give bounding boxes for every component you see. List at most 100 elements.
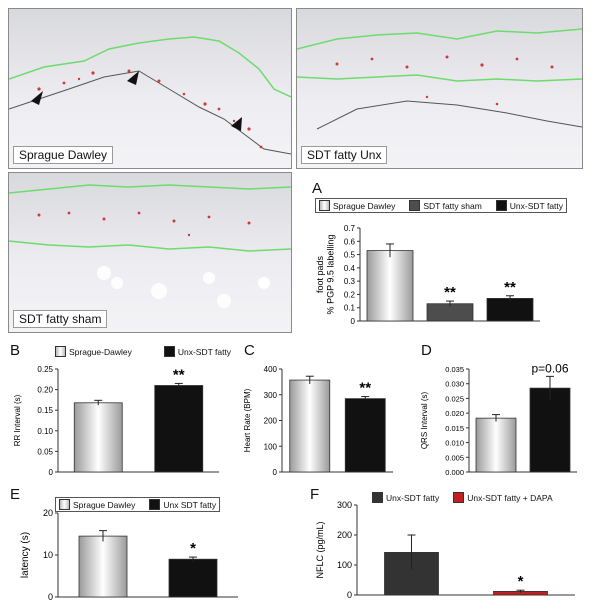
y-tick-label: 0.000: [445, 468, 464, 477]
micrograph-sprague-dawley: Sprague Dawley: [8, 8, 292, 169]
legend-label: Unx-SDT fatty: [509, 200, 564, 211]
y-axis-label: latency (s): [20, 532, 31, 578]
legend-item: Sprague Dawley: [319, 200, 395, 211]
y-axis-label-line: RR Interval (s): [13, 394, 22, 446]
significance-label: **: [359, 380, 371, 397]
significance-label: **: [504, 279, 516, 296]
y-tick-label: 400: [264, 365, 278, 374]
legend-swatch: [55, 346, 66, 357]
y-tick-label: 0.025: [445, 394, 464, 403]
significance-label: **: [173, 366, 185, 383]
y-tick-label: 0.25: [37, 365, 53, 374]
bar: [529, 387, 571, 473]
micrograph-label: Sprague Dawley: [13, 146, 114, 164]
bar: [289, 379, 331, 473]
legend-swatch: [372, 492, 383, 503]
y-tick-label: 100: [264, 442, 278, 451]
legend-label: Sprague Dawley: [333, 200, 396, 211]
legend-label: Sprague-Dawley: [69, 346, 132, 357]
legend-b: Sprague-Dawley Unx-SDT fatty: [55, 346, 245, 357]
y-tick-label: 0.5: [344, 251, 356, 260]
y-tick-label: 300: [264, 391, 278, 400]
y-tick-label: 0.2: [344, 290, 356, 299]
panel-letter-a: A: [312, 180, 323, 197]
y-tick-label: 0: [351, 317, 356, 326]
panel-letter-b: B: [10, 342, 21, 359]
legend-swatch: [59, 499, 70, 510]
y-axis-label: QRS Interval (s): [420, 391, 429, 449]
bar: [366, 250, 414, 322]
bar: [344, 398, 386, 473]
chart-c: 0 100 200 300 400 Heart Rate (BPM) **: [243, 365, 393, 477]
y-axis-label: Heart Rate (BPM): [243, 388, 252, 452]
chart-e: 0 10 20 latency (s) *: [20, 508, 238, 602]
y-tick-label: 0.030: [445, 380, 464, 389]
panel-letter-f: F: [310, 486, 320, 503]
legend-label: Unx-SDT fatty: [386, 492, 440, 503]
y-tick-label: 0.010: [445, 439, 464, 448]
y-tick-label: 0.4: [344, 264, 356, 273]
legend-label: Unx-SDT fatty: [177, 346, 232, 357]
legend-item: Unx-SDT fatty: [372, 492, 439, 503]
y-tick-label: 0.020: [445, 409, 464, 418]
y-axis-label-line: foot pads: [315, 255, 325, 293]
bar: [154, 385, 204, 473]
y-tick-label: 0.6: [344, 237, 356, 246]
significance-label: *: [190, 540, 196, 557]
y-axis-label-line: Heart Rate (BPM): [243, 388, 252, 452]
bar: [486, 298, 534, 322]
chart-a: 0 0.1 0.2 0.3 0.4 0.5 0.6 0.7 foot pads% PGP 9.5…: [315, 224, 540, 326]
y-tick-label: 100: [337, 560, 352, 570]
legend-e: Sprague Dawley Unx SDT fatty: [55, 497, 221, 512]
y-tick-label: 0: [273, 468, 278, 477]
chart-d: 0.000 0.005 0.010 0.015 0.020 0.025 0.030 0.035…: [420, 361, 577, 477]
chart-b: 0 0.05 0.10 0.15 0.20 0.25 RR Interval (s) **: [13, 365, 219, 477]
y-tick-label: 0.1: [344, 304, 356, 313]
panel-letter-d: D: [421, 342, 432, 359]
chart-f: 0 100 200 300 NFLC (pg/mL) *: [315, 500, 575, 600]
bar: [73, 402, 123, 473]
y-tick-label: 10: [43, 550, 53, 560]
y-tick-label: 0.035: [445, 365, 464, 374]
legend-swatch: [409, 200, 421, 211]
y-tick-label: 0.05: [37, 447, 53, 456]
y-tick-label: 200: [264, 417, 278, 426]
legend-item: Unx-SDT fatty: [163, 346, 232, 357]
y-axis-label-line: NFLC (pg/mL): [315, 521, 325, 578]
micrograph-label: SDT fatty Unx: [301, 146, 388, 164]
y-tick-label: 0: [347, 590, 352, 600]
legend-swatch: [149, 499, 161, 510]
legend-label: Sprague Dawley: [73, 499, 136, 510]
micrograph-sprague-dawley-art: [9, 36, 291, 155]
y-tick-label: 0.20: [37, 386, 53, 395]
y-tick-label: 0.015: [445, 424, 464, 433]
y-tick-label: 0: [48, 592, 53, 602]
y-axis-label-line: % PGP 9.5 labelling: [325, 235, 335, 315]
y-tick-label: 200: [337, 530, 352, 540]
y-tick-label: 0.15: [37, 406, 53, 415]
y-axis-label: foot pads% PGP 9.5 labelling: [315, 235, 335, 315]
micrograph-sdt-fatty-unx-art: [297, 28, 582, 130]
y-axis-label: NFLC (pg/mL): [315, 521, 325, 578]
legend-swatch: [319, 200, 330, 211]
y-tick-label: 0.10: [37, 427, 53, 436]
significance-label: **: [444, 284, 456, 301]
legend-f: Unx-SDT fatty Unx-SDT fatty + DAPA: [372, 492, 553, 503]
y-tick-label: 300: [337, 500, 352, 510]
micrograph-sdt-fatty-unx: SDT fatty Unx: [296, 8, 583, 169]
legend-swatch: [495, 200, 507, 211]
legend-label: Unx SDT fatty: [163, 499, 217, 510]
bar: [475, 417, 517, 473]
legend-item: SDT fatty sham: [409, 200, 482, 211]
panel-letter-e: E: [10, 486, 21, 503]
y-axis-label-line: latency (s): [20, 532, 31, 578]
legend-item: Unx-SDT fatty: [495, 200, 564, 211]
legend-item: Sprague-Dawley: [55, 346, 132, 357]
y-tick-label: 0: [49, 468, 54, 477]
legend-item: Unx SDT fatty: [149, 499, 216, 510]
micrograph-label: SDT fatty sham: [13, 310, 108, 328]
y-axis-label-line: QRS Interval (s): [420, 391, 429, 449]
micrograph-sdt-fatty-sham: SDT fatty sham: [8, 172, 292, 333]
bar: [78, 535, 128, 598]
legend-label: SDT fatty sham: [423, 200, 482, 211]
